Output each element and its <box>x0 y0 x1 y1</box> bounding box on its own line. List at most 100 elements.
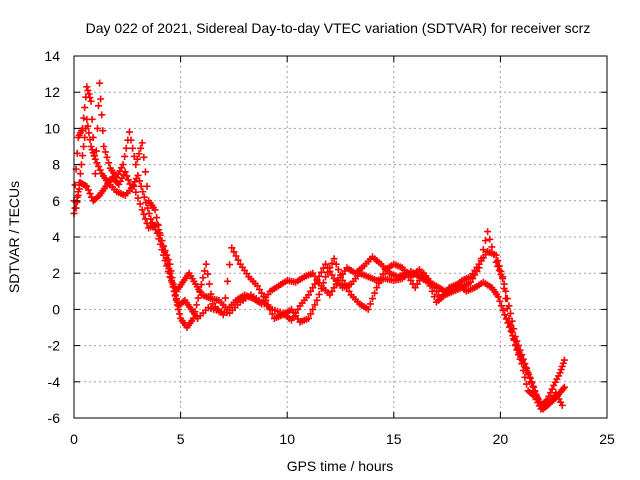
data-point <box>500 285 508 293</box>
data-point <box>100 143 108 150</box>
data-point <box>512 341 520 349</box>
data-point <box>315 290 323 298</box>
data-point <box>84 186 92 194</box>
data-point <box>477 255 485 263</box>
data-point <box>305 314 313 322</box>
data-point <box>341 280 349 288</box>
data-point <box>548 385 556 393</box>
data-point <box>85 129 93 137</box>
data-point <box>232 252 240 260</box>
x-tick-label: 25 <box>599 431 615 447</box>
data-point <box>84 122 92 130</box>
data-point <box>521 373 529 381</box>
data-point <box>221 294 229 302</box>
y-tick-label: 2 <box>52 265 60 281</box>
data-point <box>558 362 566 370</box>
data-point <box>93 159 101 167</box>
data-point <box>90 152 98 160</box>
data-point <box>119 161 127 169</box>
data-point <box>91 155 99 163</box>
data-points <box>70 79 568 413</box>
data-point <box>473 267 481 275</box>
data-point <box>226 261 234 269</box>
data-point <box>469 275 477 283</box>
data-point <box>523 380 531 388</box>
data-point <box>84 86 92 94</box>
data-point <box>415 276 423 284</box>
data-point <box>137 144 145 152</box>
data-point <box>136 177 144 185</box>
data-point <box>505 323 513 331</box>
data-point <box>228 244 236 252</box>
data-point <box>79 152 87 160</box>
y-tick-label: 6 <box>52 193 60 209</box>
data-point <box>330 255 338 263</box>
data-point <box>89 133 97 141</box>
data-point <box>509 332 517 340</box>
y-tick-label: 4 <box>52 229 60 245</box>
data-point <box>98 111 106 119</box>
data-point <box>163 262 171 270</box>
data-point <box>124 176 132 184</box>
data-point <box>266 305 274 313</box>
data-point <box>132 188 140 196</box>
data-point <box>169 280 177 288</box>
data-point <box>140 153 148 161</box>
data-point <box>103 153 111 161</box>
data-point <box>556 369 564 377</box>
data-point <box>153 229 161 237</box>
data-point <box>435 291 443 299</box>
data-point <box>488 243 496 251</box>
data-point <box>101 148 109 156</box>
data-point <box>379 270 387 278</box>
data-point <box>193 301 201 309</box>
data-point <box>518 356 526 364</box>
data-point <box>499 275 507 283</box>
y-tick-label: -2 <box>48 338 61 354</box>
x-tick-label: 20 <box>493 431 509 447</box>
data-point <box>418 273 426 281</box>
data-point <box>432 287 440 295</box>
data-point <box>313 296 321 304</box>
data-point <box>366 300 374 308</box>
data-point <box>96 166 104 174</box>
data-point <box>494 262 502 270</box>
data-point <box>368 295 376 303</box>
y-tick-label: 8 <box>52 157 60 173</box>
data-point <box>497 271 505 279</box>
y-axis-label: SDTVAR / TECUs <box>6 181 22 293</box>
data-point <box>407 276 415 284</box>
data-point <box>520 360 528 368</box>
data-point <box>343 284 351 292</box>
data-point <box>189 314 197 322</box>
data-point <box>87 97 95 105</box>
data-point <box>507 327 515 335</box>
data-point <box>145 209 153 217</box>
data-point <box>88 115 96 123</box>
data-point <box>328 271 336 279</box>
data-point <box>135 150 143 158</box>
data-point <box>403 269 411 277</box>
data-point <box>499 306 507 314</box>
data-point <box>373 284 381 292</box>
data-point <box>219 311 227 319</box>
data-point <box>467 278 475 286</box>
data-point <box>501 311 509 319</box>
data-point <box>172 296 180 304</box>
data-point <box>166 273 174 281</box>
data-point <box>557 366 565 374</box>
y-tick-label: 12 <box>44 84 60 100</box>
data-point <box>428 280 436 288</box>
data-point <box>558 401 566 409</box>
data-point <box>83 83 91 91</box>
data-point <box>80 143 88 150</box>
data-point <box>311 301 319 309</box>
data-point <box>496 297 504 305</box>
data-point <box>158 246 166 254</box>
series-track-c <box>72 168 566 413</box>
y-tick-label: -6 <box>48 410 61 426</box>
data-point <box>495 266 503 274</box>
data-point <box>95 102 103 110</box>
data-point <box>528 379 536 387</box>
